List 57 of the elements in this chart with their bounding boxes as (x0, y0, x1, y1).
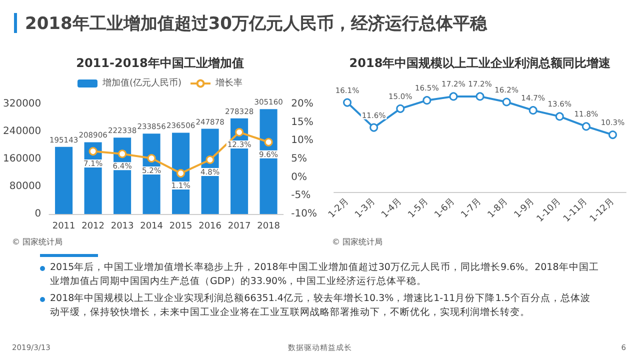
point (264, 138, 273, 146)
y2-tick-label: 15% (291, 116, 314, 128)
point (502, 98, 511, 106)
x-tick-label: 1-5月 (406, 196, 430, 220)
x-tick-label: 2011 (52, 222, 76, 232)
x-tick-label: 2012 (82, 222, 104, 232)
y-tick-label: 320000 (2, 98, 42, 110)
legend-label: 增长率 (214, 78, 243, 88)
point (343, 98, 352, 107)
bar (260, 109, 278, 214)
chart-title: 2018年中国规模以上工业企业利润总额同比增速 (349, 56, 612, 70)
x-tick-label: 1-2月 (326, 196, 351, 220)
point (476, 92, 484, 101)
y2-tick-label: 0% (291, 172, 308, 183)
x-tick-label: 1-3月 (354, 196, 378, 220)
point (422, 96, 432, 105)
x-tick-label: 2015 (169, 222, 192, 232)
point (235, 128, 244, 136)
x-tick-label: 2014 (140, 222, 164, 232)
point (118, 150, 127, 158)
point (396, 104, 405, 113)
point (176, 169, 186, 178)
y2-tick-label: -10% (291, 208, 318, 220)
text: 2015年后，中国工业增加值增长率稳步上升，2018年中国工业增加值超过30万亿元人民币，同比增长9.6%。2018年中国工业增加值占同期中国国内生产总值（GDP）的33.90%，中国工业经济运行总体平稳。 (50, 261, 600, 289)
bar (55, 146, 73, 214)
y2-tick-label: -5% (291, 190, 311, 202)
point (528, 106, 538, 115)
x-tick-label: 2018 (257, 222, 280, 232)
point (206, 155, 214, 164)
x-tick-label: 1-8月 (486, 196, 510, 220)
point (147, 154, 156, 163)
y2-tick-label: 20% (291, 98, 314, 110)
text: 2018年工业增加值超过30万亿元人民币，经济运行总体平稳 (25, 12, 487, 34)
point (555, 112, 564, 121)
x-tick-label: 2017 (228, 222, 251, 232)
y-tick-label: 240000 (2, 126, 42, 137)
x-tick-label: 1-4月 (380, 196, 404, 220)
chart-title: 2011-2018年中国工业增加值 (76, 56, 244, 70)
text: 2018年中国规模以上工业企业实现利润总额66351.4亿元，较去年增长10.3%，增速比1-11月份下降1.5个百分点，总体波动平缓，保持较快增长，未来中国工业企业将在工业互联网战略部署推动下，不断优化，实现利润增长转变。 (50, 292, 592, 320)
x-tick-label: 1-9月 (512, 196, 537, 220)
x-tick-label: 2013 (110, 222, 134, 232)
x-tick-label: 2016 (198, 222, 222, 232)
point (370, 123, 378, 132)
y-tick-label: 80000 (9, 181, 42, 192)
point (608, 130, 617, 140)
y2-tick-label: 5% (291, 154, 308, 164)
x-tick-label: 1-7月 (460, 196, 484, 220)
text: © 国家统计局 (12, 238, 63, 246)
legend-label: 增加值(亿元人民币) (101, 78, 182, 88)
point (449, 92, 458, 101)
point (88, 147, 98, 156)
point (582, 122, 590, 131)
y2-tick-label: 10% (291, 135, 314, 146)
y-tick-label: 0 (34, 208, 42, 220)
x-tick-label: 1-6月 (433, 196, 457, 220)
text: © 国家统计局 (332, 238, 383, 246)
y-tick-label: 160000 (2, 154, 42, 164)
